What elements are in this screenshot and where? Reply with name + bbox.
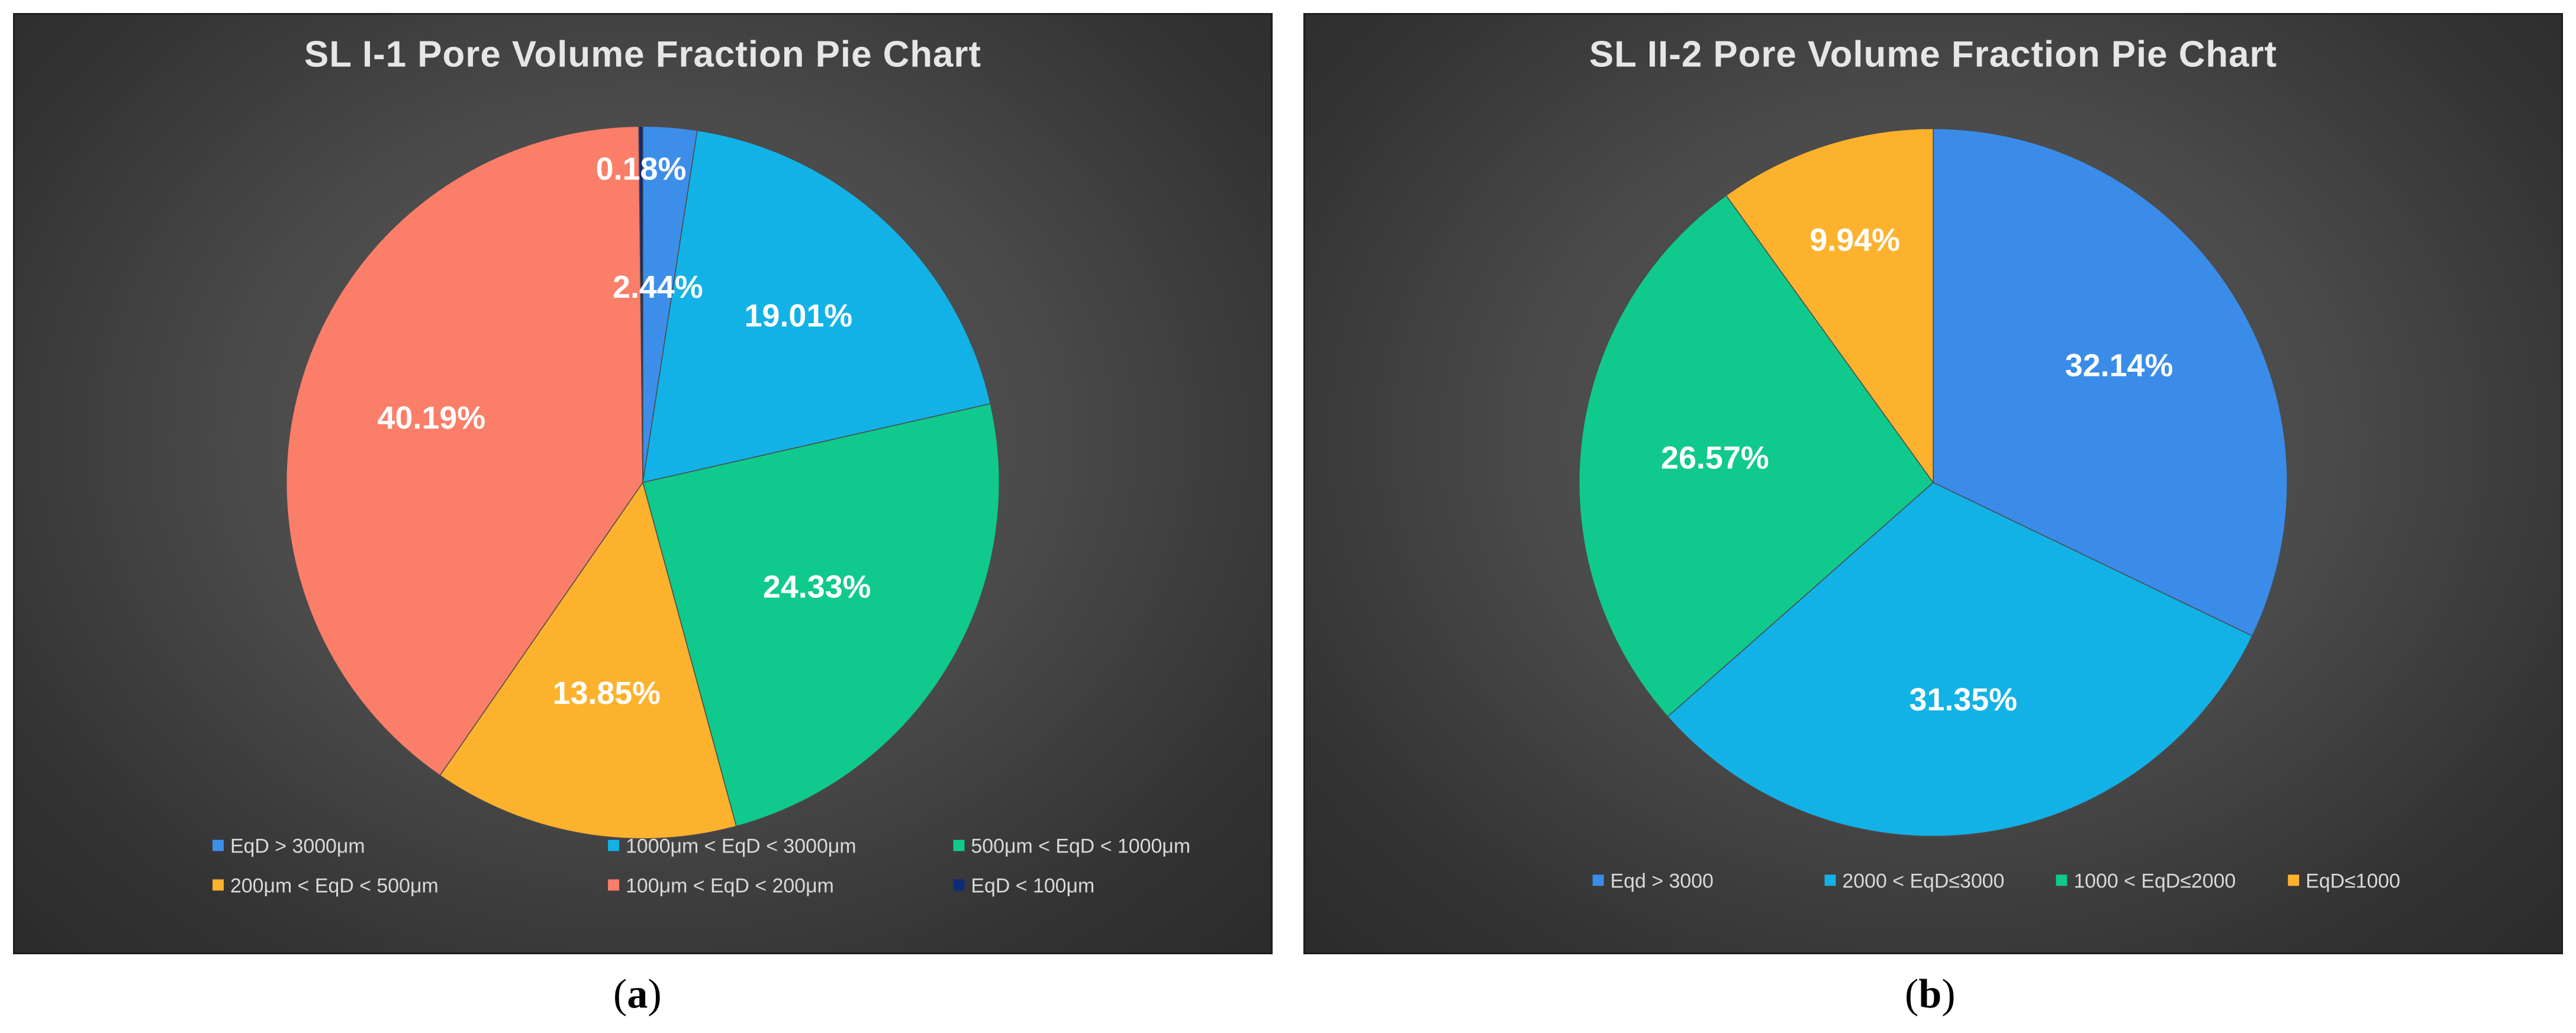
legend-swatch (1824, 874, 1836, 886)
pie-chart-b: SL II-2 Pore Volume Fraction Pie Chart 3… (1578, 34, 2400, 892)
legend-swatch (2056, 874, 2068, 886)
legend-swatch (1592, 874, 1604, 886)
slice-data-label: 13.85% (553, 675, 661, 711)
legend-label: 200μm < EqD < 500μm (230, 874, 439, 897)
pie-chart-a: SL I-1 Pore Volume Fraction Pie Chart 2.… (212, 34, 1190, 897)
slice-data-label: 0.18% (596, 151, 687, 186)
legend-label: 1000μm < EqD < 3000μm (626, 835, 856, 858)
pie-slice-19-01 (642, 130, 991, 483)
chart-title: SL II-2 Pore Volume Fraction Pie Chart (1589, 34, 2277, 75)
slice-data-label: 31.35% (1909, 682, 2017, 717)
legend-label: EqD > 3000μm (230, 835, 365, 858)
slice-data-label: 2.44% (613, 269, 703, 305)
chart-title: SL I-1 Pore Volume Fraction Pie Chart (304, 34, 981, 75)
pie-slice-13-85 (439, 481, 737, 839)
legend-label: 500μm < EqD < 1000μm (971, 835, 1190, 858)
legend-label: EqD≤1000 (2305, 870, 2400, 892)
slice-data-label: 32.14% (2065, 348, 2174, 384)
pie-slice-0-18 (638, 125, 643, 483)
pie-slice-24-33 (642, 403, 1000, 827)
chart-panel-a: SL I-1 Pore Volume Fraction Pie Chart 2.… (13, 13, 1273, 954)
legend-swatch (953, 879, 965, 891)
figure-caption-a: (a) (613, 971, 662, 1017)
legend-label: EqD < 100μm (971, 874, 1094, 897)
pie-slice-40-19 (285, 125, 643, 776)
legend-label: Eqd > 3000 (1611, 870, 1714, 892)
slice-data-label: 19.01% (745, 298, 853, 333)
pie-slice-26-57 (1578, 195, 1934, 717)
slice-data-label: 40.19% (378, 400, 486, 436)
slice-data-label: 9.94% (1809, 222, 1900, 258)
legend-swatch (212, 879, 224, 891)
legend-swatch (2288, 874, 2300, 886)
legend-swatch (212, 839, 224, 851)
chart-panel-b: SL II-2 Pore Volume Fraction Pie Chart 3… (1303, 13, 2563, 954)
slice-data-label: 24.33% (763, 569, 871, 605)
legend-label: 2000 < EqD≤3000 (1842, 870, 2004, 892)
pie-slice-31-35 (1667, 482, 2253, 837)
figure-caption-b: (b) (1905, 971, 1956, 1017)
legend-label: 100μm < EqD < 200μm (626, 874, 834, 897)
slice-data-label: 26.57% (1661, 440, 1769, 476)
legend-swatch (953, 839, 965, 851)
pie-slice-9-94 (1725, 128, 1934, 484)
legend-label: 1000 < EqD≤2000 (2073, 870, 2236, 892)
legend-swatch (608, 839, 620, 851)
legend-swatch (608, 879, 620, 891)
pie-slice-32-14 (1933, 128, 2288, 637)
